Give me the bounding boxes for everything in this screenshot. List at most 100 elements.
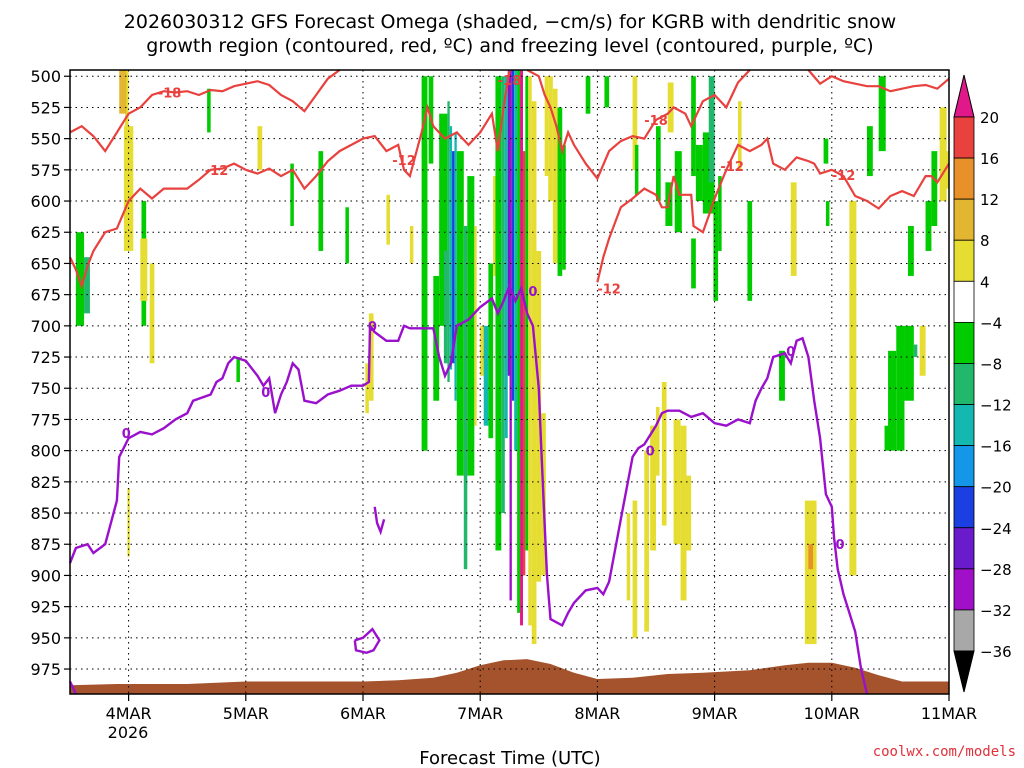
dendritic-contour-line [69, 69, 341, 154]
omega-cell [504, 76, 508, 439]
freezing-contour-line [373, 506, 386, 536]
y-tick-label: 650 [30, 254, 61, 273]
omega-cell [562, 144, 566, 270]
omega-cell [656, 406, 660, 476]
omega-cell [656, 126, 661, 202]
colorbar-bin [953, 445, 975, 488]
omega-cell [585, 76, 591, 114]
dendritic-contour-line [69, 69, 511, 290]
omega-cell [695, 144, 703, 202]
colorbar-bin [953, 321, 975, 364]
dendritic-growth-contours [69, 69, 950, 290]
omega-cell [691, 238, 696, 289]
omega-cell [632, 500, 638, 638]
omega-cell [790, 182, 797, 276]
omega-cell [939, 107, 947, 202]
y-tick-label: 625 [30, 223, 61, 242]
x-axis: 4MAR 5MAR 6MAR 7MAR 8MAR 9MAR 10MAR 11MAR [106, 694, 977, 723]
omega-cell [708, 76, 715, 183]
colorbar-top-arrow [953, 74, 975, 118]
omega-cell [528, 76, 532, 626]
omega-cell [686, 475, 692, 551]
omega-cell [552, 88, 558, 264]
omega-cell [443, 250, 448, 364]
colorbar-bin [953, 116, 975, 159]
y-tick-label: 525 [30, 98, 61, 117]
omega-cell [919, 325, 926, 376]
x-tick-label: 7MAR [457, 704, 503, 723]
omega-cell [456, 151, 464, 476]
omega-cell [888, 350, 897, 451]
x-tick-label: 4MAR [106, 704, 152, 723]
omega-cell [483, 325, 489, 426]
omega-cell [345, 207, 349, 264]
omega-cell [119, 70, 127, 114]
y-tick-label: 550 [30, 130, 61, 149]
omega-cell [452, 151, 455, 364]
y-tick-label: 925 [30, 598, 61, 617]
omega-cell [825, 201, 830, 226]
colorbar-label: 4 [980, 273, 990, 291]
colorbar-label: 12 [980, 191, 999, 209]
terrain-fill [70, 659, 949, 694]
omega-cell [531, 101, 537, 645]
contour-labels: -18 -12 -12 -18 -18 -12 -12 -12 0 0 0 0 0 0 0 [122, 74, 856, 553]
omega-cell [738, 101, 742, 170]
colorbar-bin [953, 486, 975, 529]
omega-cell [884, 425, 891, 451]
grid [70, 70, 950, 694]
dendritic-contour-label: -12 [832, 169, 856, 184]
plot-frame [69, 69, 950, 695]
omega-cell [604, 76, 610, 108]
omega-cell [517, 70, 521, 613]
x-tick-label: 11MAR [921, 704, 977, 723]
omega-cell [507, 70, 510, 376]
omega-cell [493, 176, 497, 276]
colorbar-label: 8 [980, 232, 990, 250]
omega-cell [447, 101, 450, 382]
y-tick-label: 775 [30, 410, 61, 429]
omega-cell [896, 325, 905, 451]
omega-cell [439, 113, 448, 326]
omega-cell [454, 132, 457, 401]
y-axis: 500 525 550 575 600 625 650 675 700 725 750 775 800 8… [30, 67, 70, 679]
omega-cell [480, 325, 485, 376]
omega-cell [522, 151, 526, 576]
dendritic-contour-label: -18 [644, 114, 668, 129]
omega-cell [779, 350, 785, 401]
y-tick-label: 500 [30, 67, 61, 86]
y-tick-label: 700 [30, 317, 61, 336]
omega-cell [907, 226, 914, 276]
freezing-contour-label: 0 [368, 320, 377, 335]
omega-cell [650, 425, 656, 551]
colorbar-label: 16 [980, 150, 999, 168]
omega-cell [514, 70, 518, 451]
chart-title-line-2: growth region (contoured, red, ºC) and f… [146, 35, 873, 57]
omega-cell [878, 76, 886, 152]
omega-cell [713, 201, 719, 301]
freezing-contour-line [353, 627, 381, 655]
colorbar-bin [953, 239, 975, 282]
colorbar-label: −12 [980, 397, 1012, 415]
dendritic-contour-line [526, 69, 751, 181]
omega-cell [488, 263, 494, 439]
colorbar-label: −20 [980, 479, 1012, 497]
colorbar-bottom-arrow [953, 650, 975, 693]
colorbar: 20 16 12 8 4 −4 −8 −12 −16 −20 −24 −28 −32 −36 [953, 74, 1012, 693]
colorbar-label: −36 [980, 643, 1012, 661]
omega-cell [125, 70, 129, 158]
colorbar-bin [953, 198, 975, 241]
chart-title-line-1: 2026030312 GFS Forecast Omega (shaded, −… [124, 11, 896, 33]
freezing-contour-line [68, 680, 77, 695]
omega-cell [644, 450, 649, 632]
omega-cell [474, 226, 477, 426]
colorbar-label: −4 [980, 314, 1002, 332]
omega-cell [236, 357, 240, 382]
omega-cell [808, 544, 814, 570]
colorbar-label: 20 [980, 109, 999, 127]
omega-cell [913, 344, 918, 358]
x-tick-label: 5MAR [223, 704, 269, 723]
terrain [70, 659, 949, 694]
y-tick-label: 900 [30, 566, 61, 585]
omega-cell [290, 163, 294, 226]
